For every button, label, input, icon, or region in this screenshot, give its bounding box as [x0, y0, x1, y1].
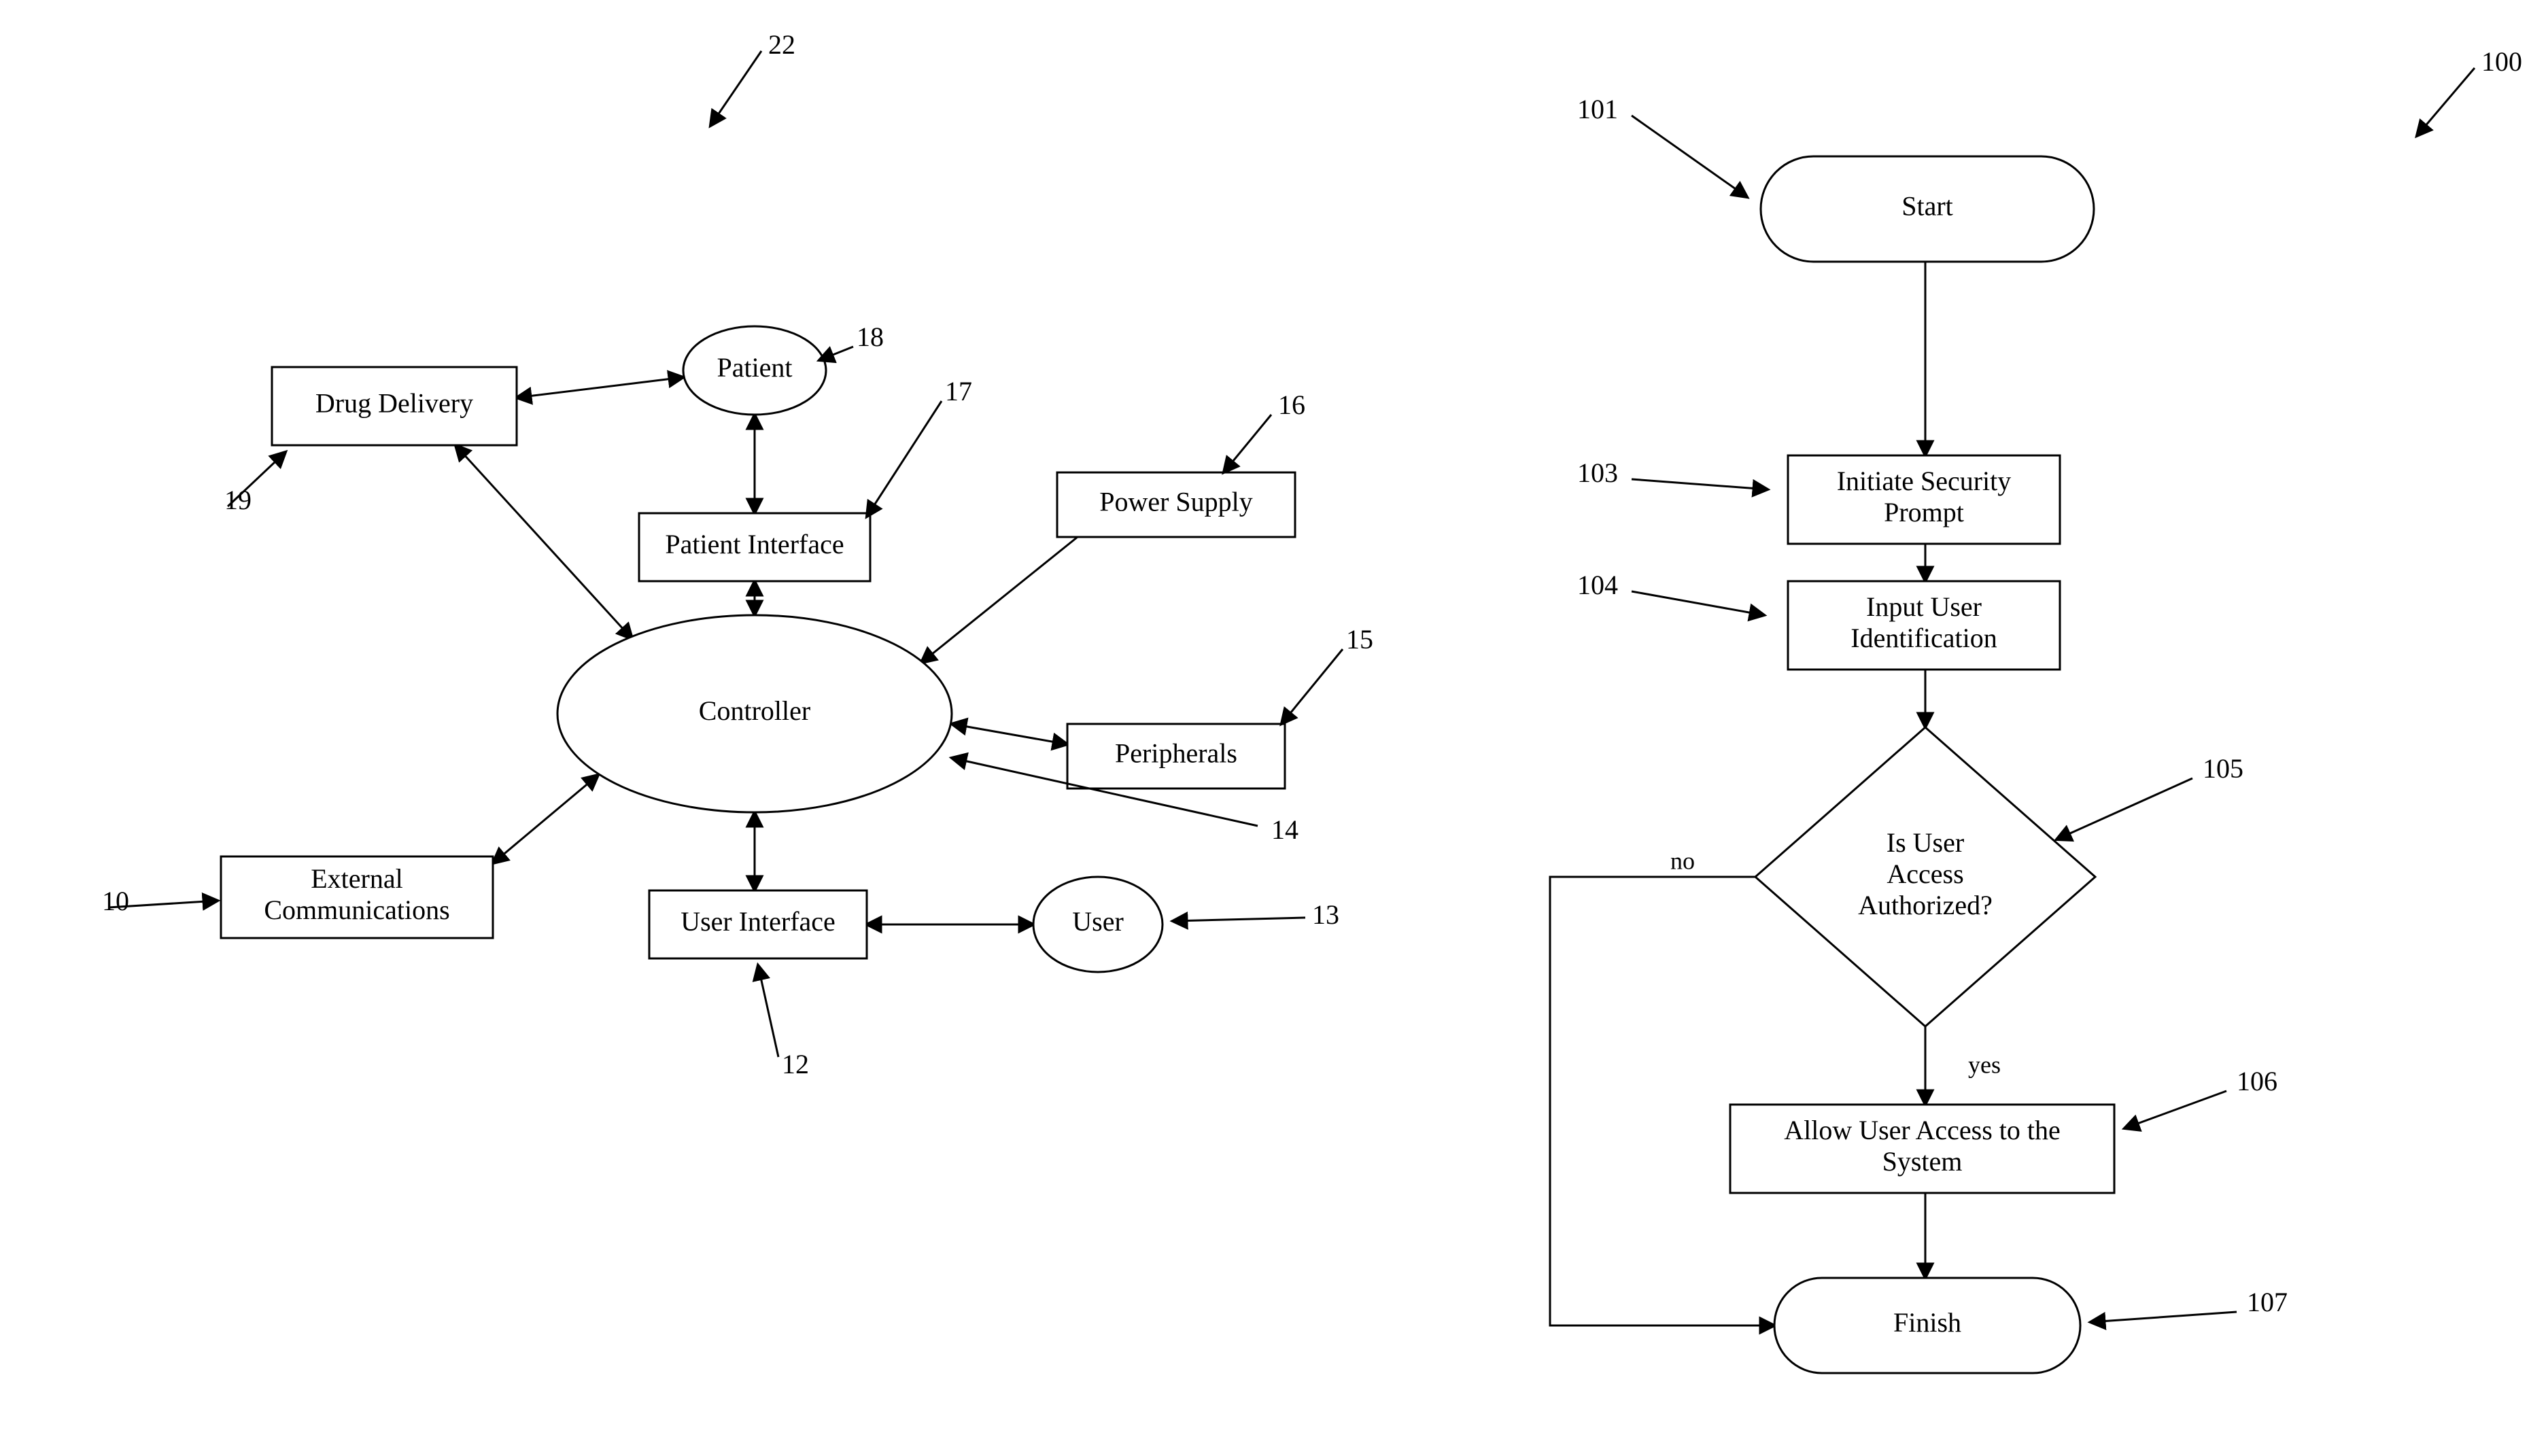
node-auth-label: Authorized?: [1858, 890, 1993, 920]
node-sec-label: Initiate Security: [1837, 466, 2012, 496]
node-ext_comm-label: Communications: [264, 895, 449, 925]
ref-label-r107: 107: [2247, 1287, 2288, 1317]
node-start-label: Start: [1901, 191, 1953, 222]
ref-arrow-left-4: [1224, 415, 1271, 472]
ref-arrow-left-7: [1173, 918, 1305, 921]
edge-controller-peripherals: [952, 724, 1067, 744]
ref-arrow-right-2: [1632, 479, 1768, 489]
ref-label-r103: 103: [1577, 457, 1618, 488]
ref-label-r17: 17: [945, 376, 972, 406]
ref-label-r101: 101: [1577, 94, 1618, 124]
ref-arrow-right-4: [2056, 778, 2192, 839]
ref-arrow-right-5: [2124, 1091, 2226, 1128]
edge-ext_comm-controller: [493, 775, 598, 863]
flow-edge-no: [1550, 877, 1774, 1325]
node-sec-label: Prompt: [1884, 497, 1964, 527]
ref-label-r18: 18: [857, 322, 884, 352]
ref-label-r13: 13: [1312, 899, 1339, 930]
ref-arrow-left-2: [819, 347, 853, 360]
node-peripherals-label: Peripherals: [1115, 738, 1237, 769]
node-drug_delivery-label: Drug Delivery: [315, 388, 473, 419]
ref-label-r10: 10: [102, 886, 129, 916]
ref-arrow-right-0: [2417, 68, 2475, 136]
node-power-label: Power Supply: [1099, 487, 1253, 517]
node-auth-label: Is User: [1887, 827, 1964, 858]
ref-label-r12: 12: [782, 1049, 809, 1079]
diagram-canvas: Drug Delivery Patient Patient Interface Pow…: [0, 0, 2548, 1456]
ref-label-r16: 16: [1278, 389, 1305, 420]
node-user-label: User: [1072, 906, 1124, 937]
ref-label-r100: 100: [2481, 46, 2522, 77]
edge-power-controller: [921, 537, 1078, 663]
node-input-label: Input User: [1866, 591, 1982, 622]
node-patient_if-label: Patient Interface: [665, 529, 844, 559]
node-allow-label: Allow User Access to the: [1784, 1115, 2061, 1145]
edge-label-yes: yes: [1968, 1051, 2001, 1078]
ref-arrow-left-0: [710, 51, 761, 126]
edge-label-no: no: [1670, 847, 1695, 874]
ref-arrow-right-6: [2090, 1312, 2237, 1322]
edge-drug_delivery-controller: [455, 445, 632, 639]
node-patient-label: Patient: [717, 352, 792, 383]
node-auth-label: Access: [1887, 859, 1963, 889]
node-ext_comm-label: External: [311, 863, 403, 894]
node-user_if-label: User Interface: [681, 906, 836, 937]
ref-arrow-left-3: [867, 401, 942, 517]
ref-label-r19: 19: [224, 485, 252, 515]
ref-label-r106: 106: [2237, 1066, 2277, 1096]
ref-label-r105: 105: [2203, 753, 2243, 784]
ref-arrow-left-5: [1281, 649, 1343, 724]
ref-arrow-left-8: [758, 965, 778, 1057]
ref-arrow-right-1: [1632, 116, 1747, 197]
ref-label-r22: 22: [768, 29, 795, 60]
ref-label-r15: 15: [1346, 624, 1373, 655]
node-allow-label: System: [1882, 1146, 1963, 1177]
edge-drug_delivery-patient: [517, 377, 683, 398]
node-input-label: Identification: [1850, 623, 1997, 653]
ref-label-r14: 14: [1271, 814, 1298, 845]
ref-arrow-right-3: [1632, 591, 1764, 615]
node-controller-label: Controller: [699, 695, 810, 726]
ref-label-r104: 104: [1577, 570, 1618, 600]
node-finish-label: Finish: [1893, 1307, 1961, 1338]
